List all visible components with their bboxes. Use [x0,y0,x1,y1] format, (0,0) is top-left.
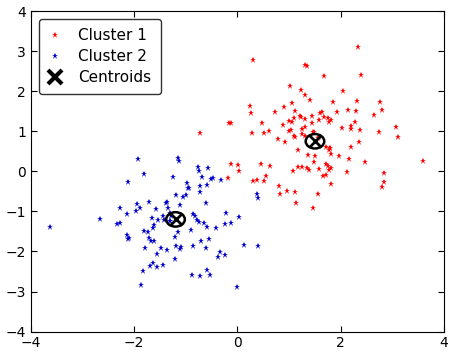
Cluster 2 [203,246,208,250]
Cluster 1 [317,110,322,115]
Cluster 1 [377,100,383,105]
Line: Cluster 2: Cluster 2 [46,154,262,291]
Cluster 1 [261,131,266,135]
Cluster 2 [151,239,157,244]
Cluster 1 [311,160,317,164]
Line: Cluster 1: Cluster 1 [197,5,427,212]
Cluster 2 [141,172,146,177]
Cluster 1 [309,121,315,125]
Cluster 2 [147,200,152,204]
Cluster 2 [151,223,157,227]
Cluster 2 [234,285,240,289]
Cluster 1 [334,110,340,115]
Cluster 2 [176,156,181,160]
Cluster 2 [142,246,148,250]
Cluster 1 [248,111,253,116]
Cluster 2 [206,166,211,171]
Cluster 1 [311,206,316,210]
Cluster 1 [345,108,350,112]
Cluster 1 [335,6,340,10]
Cluster 2 [133,209,138,214]
Legend: Cluster 1, Cluster 2, Centroids: Cluster 1, Cluster 2, Centroids [39,19,161,94]
